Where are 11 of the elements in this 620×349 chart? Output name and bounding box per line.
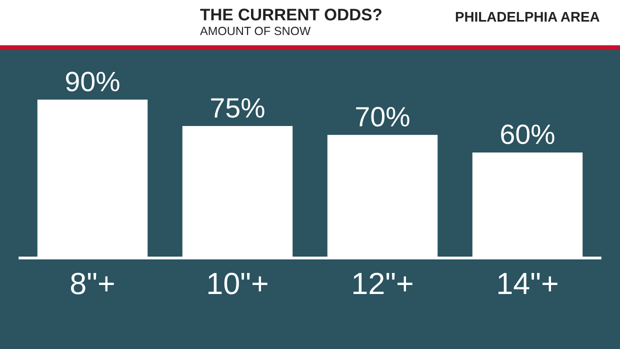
x-tick-label: 10"+ [208,272,268,294]
x-tick-label: 12"+ [353,272,412,294]
data-label: 75% [211,98,264,118]
chart-title: THE CURRENT ODDS? [200,8,382,20]
x-tick-label: 8"+ [70,272,114,294]
chart-subtitle: AMOUNT OF SNOW [200,26,311,36]
data-label: 90% [66,72,120,92]
x-tick-label: 14"+ [498,273,558,294]
data-label: 60% [501,124,554,144]
data-label: 70% [356,106,410,127]
text: PHILADELPHIA AREA [456,12,600,22]
